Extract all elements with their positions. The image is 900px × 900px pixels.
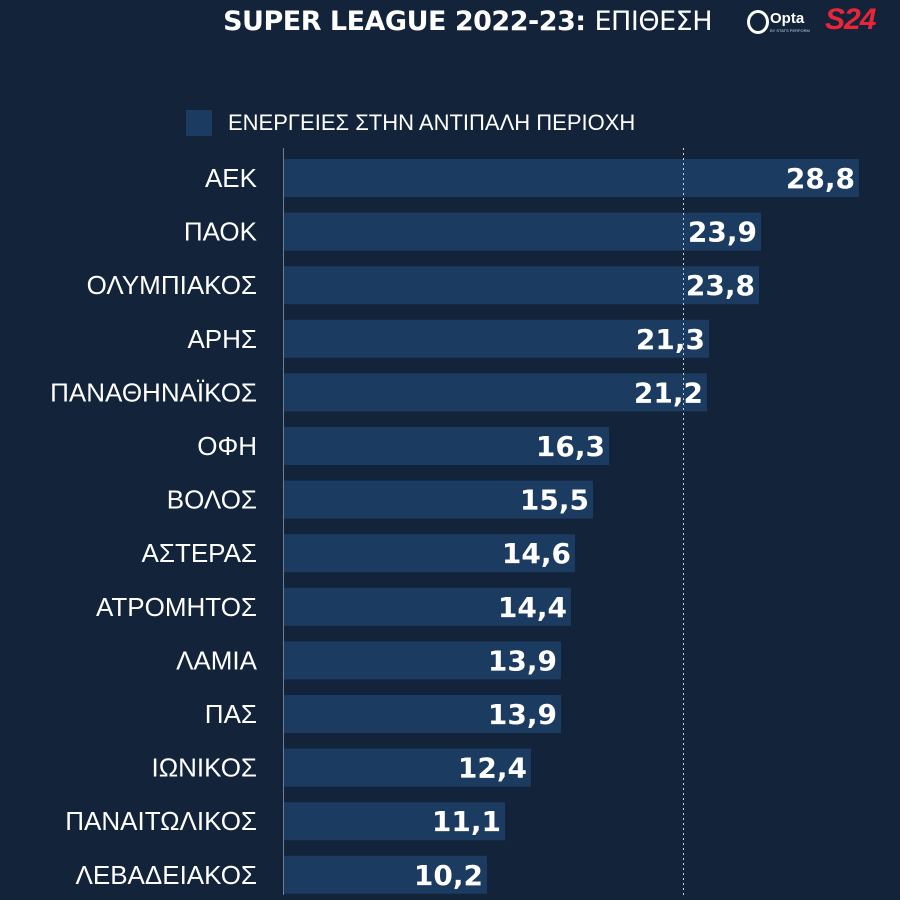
category-label: ΠΑΣ	[205, 699, 257, 729]
category-label: ΑΡΗΣ	[187, 324, 257, 354]
value-label: 28,8	[786, 162, 855, 195]
category-label: ΑΣΤΕΡΑΣ	[142, 538, 257, 568]
bar-6	[284, 427, 609, 465]
value-label: 23,8	[686, 269, 755, 302]
bar-2	[284, 212, 761, 251]
bar-1	[284, 159, 859, 197]
category-label: ΒΟΛΟΣ	[167, 485, 257, 515]
bar-10	[284, 641, 561, 680]
bar-7	[284, 480, 593, 519]
category-label: ΟΛΥΜΠΙΑΚΟΣ	[87, 270, 257, 300]
value-label: 10,2	[414, 859, 483, 892]
bar-14	[284, 855, 487, 894]
value-label: 21,2	[634, 376, 703, 409]
category-label: ΠΑΝΑΘΗΝΑΪΚΟΣ	[50, 377, 257, 407]
category-label: ΑΤΡΟΜΗΤΟΣ	[96, 592, 257, 622]
category-label: ΠΑΝΑΙΤΩΛΙΚΟΣ	[65, 806, 257, 836]
value-label: 21,3	[636, 323, 705, 356]
value-label: 13,9	[488, 698, 557, 731]
value-label: 15,5	[520, 484, 589, 517]
value-label: 23,9	[688, 216, 757, 249]
chart-title: SUPER LEAGUE 2022-23: ΕΠΙΘΕΣΗ	[0, 6, 712, 37]
category-label: ΛΕΒΑΔΕΙΑΚΟΣ	[75, 860, 257, 890]
legend-swatch	[186, 110, 212, 136]
title-main: SUPER LEAGUE 2022-23:	[223, 6, 586, 37]
opta-logo-subtext: BY STATS PERFORM	[770, 28, 810, 33]
bar-12	[284, 748, 531, 787]
legend: ΕΝΕΡΓΕΙΕΣ ΣΤΗΝ ΑΝΤΙΠΑΛΗ ΠΕΡΙΟΧΗ	[186, 108, 635, 138]
value-label: 11,1	[432, 805, 501, 838]
bar-11	[284, 695, 561, 733]
category-label: ΟΦΗ	[197, 431, 257, 461]
bar-3	[284, 266, 759, 305]
value-label: 12,4	[458, 752, 527, 785]
bar-9	[284, 587, 571, 626]
category-label: ΠΑΟΚ	[184, 217, 258, 247]
value-label: 13,9	[488, 644, 557, 677]
opta-icon	[747, 10, 769, 34]
bar-5	[284, 373, 707, 412]
bar-13	[284, 802, 505, 841]
logos: Opta BY STATS PERFORM S24	[745, 0, 900, 40]
value-label: 14,6	[502, 537, 571, 570]
category-label: ΙΩΝΙΚΟΣ	[152, 753, 258, 783]
bar-4	[284, 319, 709, 358]
value-label: 16,3	[536, 430, 605, 463]
category-label: ΛΑΜΙΑ	[176, 645, 258, 675]
opta-logo-text: Opta	[770, 10, 805, 27]
title-sub: ΕΠΙΘΕΣΗ	[594, 6, 713, 37]
value-label: 14,4	[498, 591, 567, 624]
legend-label: ΕΝΕΡΓΕΙΕΣ ΣΤΗΝ ΑΝΤΙΠΑΛΗ ΠΕΡΙΟΧΗ	[228, 110, 636, 135]
category-label: ΑΕΚ	[205, 163, 258, 193]
bar-8	[284, 534, 575, 573]
s24-logo: S24	[825, 3, 876, 36]
opta-logo: Opta BY STATS PERFORM	[745, 8, 823, 34]
